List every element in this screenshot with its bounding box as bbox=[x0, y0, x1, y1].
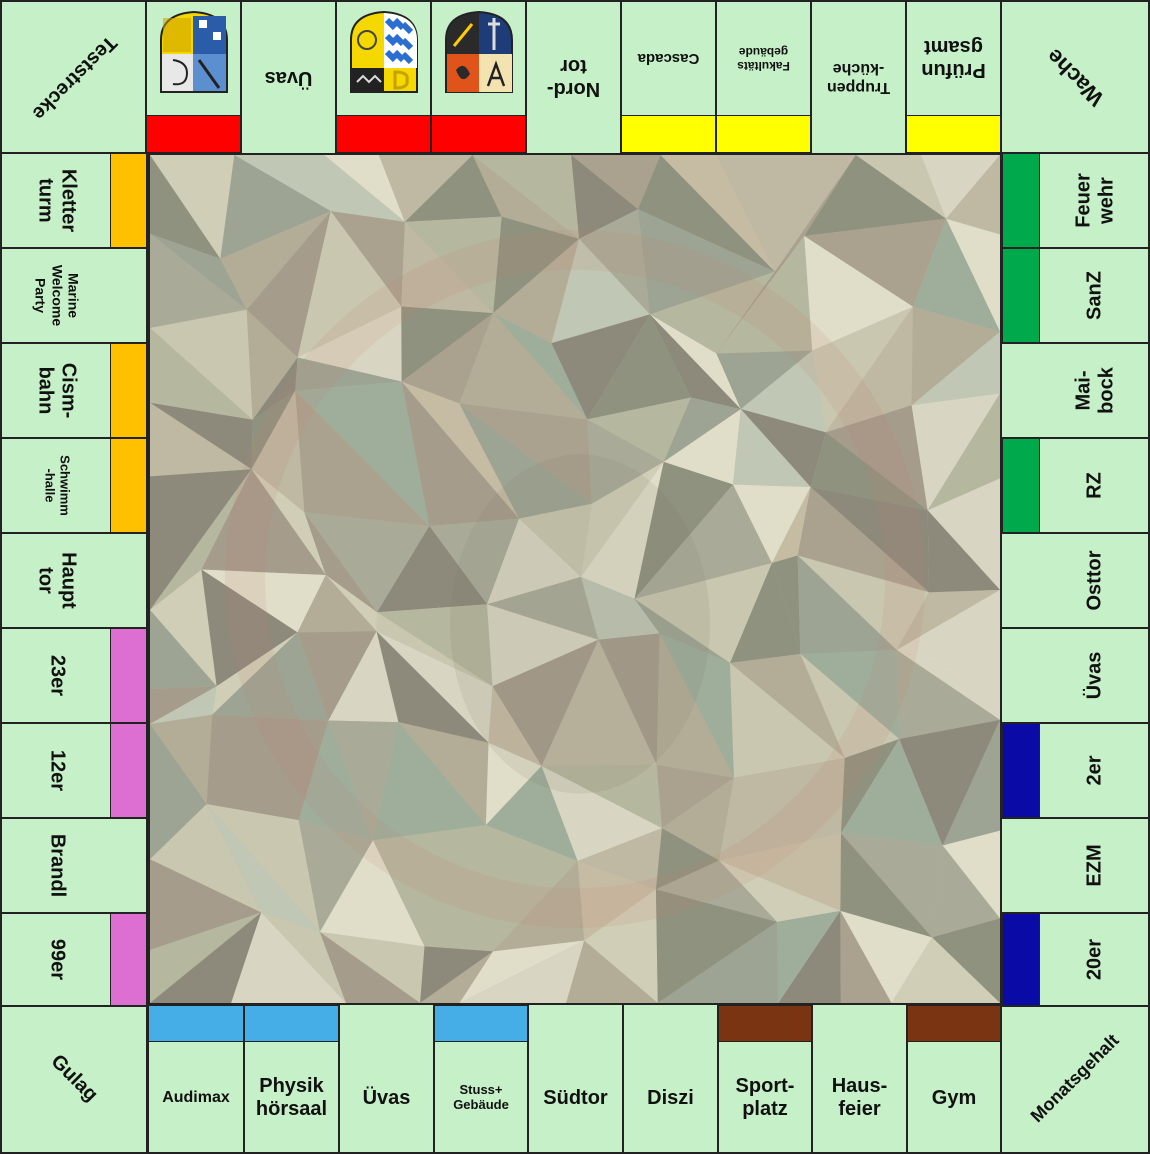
space-label: EZM bbox=[1083, 844, 1106, 887]
space-label: Osttor bbox=[1083, 550, 1106, 611]
color-group-bar bbox=[110, 438, 147, 533]
space-label: Marine Welcome Party bbox=[32, 264, 82, 327]
right-space-5[interactable]: Osttor bbox=[1000, 532, 1150, 629]
color-group-bar bbox=[336, 115, 431, 153]
color-group-bar bbox=[1002, 153, 1040, 248]
space-label: Cascada bbox=[637, 50, 700, 68]
color-group-bar bbox=[716, 115, 811, 153]
space-label: 12er bbox=[46, 749, 69, 792]
space-label: Audimax bbox=[162, 1088, 230, 1106]
bottom-space-6[interactable]: Diszi bbox=[622, 1003, 719, 1154]
space-label: Haupt tor bbox=[35, 552, 80, 609]
space-label: Üvas bbox=[264, 67, 313, 89]
corner-label: Monatsgehalt bbox=[1026, 1030, 1123, 1127]
space-label: Physik hörsaal bbox=[255, 1075, 328, 1120]
top-space-5[interactable]: Nord- tor bbox=[525, 0, 622, 155]
space-label: Brandl bbox=[46, 833, 69, 898]
space-label: Kletter turm bbox=[35, 168, 80, 233]
color-group-bar bbox=[244, 1005, 339, 1042]
space-label: Üvas bbox=[1083, 651, 1106, 700]
right-space-3[interactable]: Mai- bock bbox=[1000, 342, 1150, 439]
color-group-bar bbox=[110, 913, 147, 1006]
space-label: Gym bbox=[931, 1086, 977, 1109]
color-group-bar bbox=[907, 1005, 1001, 1042]
top-space-8[interactable]: Truppen -küche bbox=[810, 0, 907, 155]
corner-top-left[interactable]: Teststrecke bbox=[0, 0, 148, 155]
space-label: Diszi bbox=[647, 1086, 694, 1109]
color-group-bar bbox=[110, 343, 147, 438]
crest-b-icon bbox=[349, 10, 418, 93]
space-label: Feuer wehr bbox=[1072, 173, 1117, 228]
color-group-bar bbox=[1002, 913, 1040, 1006]
space-label: Stuss+ Gebäude bbox=[453, 1082, 509, 1112]
color-group-bar bbox=[1002, 248, 1040, 343]
camo-polygon-background bbox=[150, 155, 1000, 1003]
crest-wrapper bbox=[349, 10, 419, 99]
space-label: RZ bbox=[1083, 472, 1106, 499]
color-group-bar bbox=[1002, 723, 1040, 818]
color-group-bar bbox=[110, 153, 147, 248]
left-space-2[interactable]: Marine Welcome Party bbox=[0, 247, 148, 344]
right-space-8[interactable]: EZM bbox=[1000, 817, 1150, 914]
color-group-bar bbox=[110, 723, 147, 818]
space-label: Nord- tor bbox=[546, 55, 601, 101]
bottom-space-5[interactable]: Südtor bbox=[527, 1003, 624, 1154]
color-group-bar bbox=[146, 115, 241, 153]
crest-a-icon bbox=[444, 10, 513, 93]
space-label: Sport- platz bbox=[735, 1075, 795, 1120]
color-group-bar bbox=[431, 115, 526, 153]
space-label: Schwimm -halle bbox=[43, 455, 73, 516]
space-label: 99er bbox=[46, 938, 69, 981]
top-space-2[interactable]: Üvas bbox=[240, 0, 337, 155]
crest-wrapper bbox=[444, 10, 514, 99]
space-label: Prüfun gsamt bbox=[921, 36, 986, 82]
board-center bbox=[148, 153, 1002, 1005]
space-label: Südtor bbox=[543, 1086, 608, 1109]
space-label: Mai- bock bbox=[1072, 367, 1117, 414]
right-space-6[interactable]: Üvas bbox=[1000, 627, 1150, 724]
space-label: 20er bbox=[1083, 938, 1106, 981]
space-label: Üvas bbox=[362, 1086, 411, 1109]
space-label: Cism- bahn bbox=[35, 362, 80, 419]
space-label: Fakultäts gebäude bbox=[737, 45, 790, 74]
color-group-bar bbox=[621, 115, 716, 153]
corner-label: Gulag bbox=[46, 1050, 103, 1106]
color-group-bar bbox=[434, 1005, 528, 1042]
space-label: 23er bbox=[46, 654, 69, 697]
space-label: SanZ bbox=[1083, 271, 1106, 320]
bottom-space-8[interactable]: Haus- feier bbox=[811, 1003, 908, 1154]
crest-c-icon bbox=[159, 10, 228, 93]
space-label: Haus- feier bbox=[831, 1075, 888, 1120]
color-group-bar bbox=[110, 628, 147, 723]
corner-label: Teststrecke bbox=[27, 31, 121, 125]
color-group-bar bbox=[148, 1005, 244, 1042]
corner-bottom-left[interactable]: Gulag bbox=[0, 1003, 148, 1154]
space-label: 2er bbox=[1083, 755, 1106, 786]
space-label: Truppen -küche bbox=[826, 60, 891, 96]
bottom-space-3[interactable]: Üvas bbox=[338, 1003, 435, 1154]
crest-wrapper bbox=[159, 10, 229, 99]
color-group-bar bbox=[906, 115, 1001, 153]
corner-label: Wache bbox=[1041, 43, 1109, 112]
left-space-8[interactable]: Brandl bbox=[0, 817, 148, 914]
corner-top-right[interactable]: Wache bbox=[1000, 0, 1150, 155]
color-group-bar bbox=[718, 1005, 812, 1042]
left-space-5[interactable]: Haupt tor bbox=[0, 532, 148, 629]
corner-bottom-right[interactable]: Monatsgehalt bbox=[1000, 1003, 1150, 1154]
color-group-bar bbox=[1002, 438, 1040, 533]
